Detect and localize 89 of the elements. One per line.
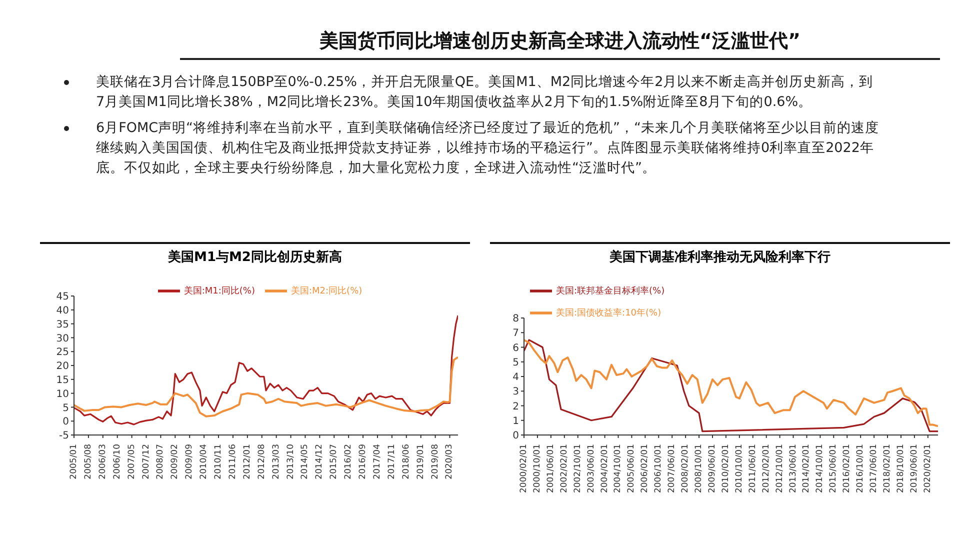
x-tick-label: 2016/02/01	[842, 444, 852, 493]
x-tick-label: 2017/04	[372, 444, 382, 480]
x-tick-label: 2015/07	[329, 444, 340, 480]
x-tick-label: 2003/06/01	[586, 444, 596, 493]
x-tick-label: 2008/10/01	[694, 444, 704, 493]
x-tick-label: 2012/08	[256, 444, 267, 480]
chart-title: 美国下调基准利率推动无风险利率下行	[608, 248, 832, 266]
x-tick-label: 2019/06/01	[909, 444, 920, 493]
x-tick-label: 2014/02/01	[802, 444, 812, 493]
x-tick-label: 2010/04	[199, 444, 210, 480]
x-tick-label: 2008/02/01	[680, 444, 691, 493]
x-tick-label: 2018/10/01	[896, 444, 906, 493]
x-tick-label: 2000/02/01	[519, 444, 529, 493]
x-tick-label: 2016/09	[358, 444, 368, 480]
x-tick-label: 2012/01	[242, 444, 252, 480]
x-tick-label: 2015/06/01	[828, 444, 839, 493]
legend-label: 美国:M2:同比(%)	[291, 286, 362, 296]
x-tick-label: 2020/03	[444, 444, 455, 480]
x-tick-label: 2006/02/01	[640, 444, 650, 493]
y-tick-label: 2	[512, 401, 519, 412]
y-tick-label: 6	[512, 342, 519, 354]
x-tick-label: 2006/10	[112, 444, 122, 480]
x-tick-label: 2013/06/01	[788, 444, 798, 493]
line-series	[74, 356, 458, 418]
x-tick-label: 2014/10/01	[815, 444, 826, 493]
x-tick-label: 2013/10	[286, 444, 296, 480]
x-tick-label: 2014/12	[314, 444, 325, 480]
x-tick-label: 2013/03	[271, 444, 282, 480]
y-tick-label: 5	[512, 357, 519, 368]
x-tick-label: 2007/06/01	[667, 444, 678, 493]
y-tick-label: 45	[56, 292, 69, 303]
x-tick-label: 2007/05	[126, 444, 137, 480]
x-tick-label: 2019/08	[430, 444, 440, 480]
y-tick-label: 0	[512, 430, 519, 442]
x-tick-label: 2001/06/01	[546, 444, 556, 493]
x-tick-label: 2020/02/01	[922, 444, 933, 493]
x-tick-label: 2005/06/01	[626, 444, 637, 493]
x-tick-label: 2011/06/01	[748, 444, 758, 493]
y-tick-label: 1	[512, 416, 519, 427]
x-tick-label: 2018/02/01	[882, 444, 893, 493]
x-tick-label: 2002/02/01	[559, 444, 570, 493]
y-tick-label: 8	[512, 314, 519, 325]
x-tick-label: 2010/11	[214, 444, 224, 480]
x-tick-label: 2006/03	[98, 444, 108, 480]
x-tick-label: 2002/10/01	[572, 444, 583, 493]
x-tick-label: 2009/02	[170, 444, 180, 480]
y-tick-label: 3	[512, 386, 519, 398]
x-tick-label: 2016/02	[344, 444, 354, 480]
x-tick-label: 2017/06/01	[869, 444, 880, 493]
y-tick-label: 10	[56, 388, 69, 400]
text: 美国货币同比增速创历史新高全球进入流动性“泛滥世代”	[318, 29, 802, 54]
legend-label: 美国:国债收益率:10年(%)	[556, 308, 662, 318]
x-tick-label: 2005/08	[83, 444, 94, 480]
y-tick-label: 0	[62, 416, 69, 428]
x-tick-label: 2018/06	[401, 444, 412, 480]
x-tick-label: 2005/01	[69, 444, 79, 480]
x-tick-label: 2006/10/01	[654, 444, 664, 493]
text: 6月FOMC声明“将维持利率在当前水平，直到美联储确信经济已经度过了最近的危机”，“未来几个月美联储将至少以目前的速度继续购入美国国债、机构住宅及商业抵押贷款支持证券，以维持市场的平稳运行”。点阵图显示美联储将维持0利率直至2022年底。不仅如此，全球主要央行纷纷降息，加大量化宽松力度，全球进入流动性“泛滥时代”。	[96, 119, 880, 178]
legend-label: 美国:联邦基金目标利率(%)	[556, 286, 665, 296]
x-tick-label: 2017/11	[386, 444, 397, 480]
x-tick-label: 2010/10/01	[734, 444, 744, 493]
x-tick-label: 2011/06	[228, 444, 238, 480]
chart-title: 美国M1与M2同比创历史新高	[167, 248, 343, 266]
text: 美联储在3月合计降息150BP至0%-0.25%，并开启无限量QE。美国M1、M2同比增速今年2月以来不断走高并创历史新高，到7月美国M1同比增长38%，M2同比增长23%。美国10年期国债收益率从2月下旬的1.5%附近降至8月下旬的0.6%。	[96, 73, 874, 112]
y-tick-label: 7	[512, 328, 519, 340]
y-tick-label: 40	[56, 305, 69, 316]
y-tick-label: 30	[56, 333, 69, 344]
x-tick-label: 2007/12	[141, 444, 152, 480]
y-tick-label: 5	[62, 402, 69, 414]
x-tick-label: 2000/10/01	[532, 444, 542, 493]
x-tick-label: 2008/07	[156, 444, 166, 480]
y-tick-label: 20	[56, 361, 69, 372]
x-tick-label: 2009/09	[184, 444, 195, 480]
x-tick-label: 2019/01	[416, 444, 426, 480]
x-tick-label: 2016/10/01	[856, 444, 866, 493]
y-tick-label: 25	[56, 347, 69, 358]
line-series	[74, 314, 458, 426]
y-tick-label: -5	[59, 430, 69, 442]
x-tick-label: 2004/02/01	[600, 444, 610, 493]
y-tick-label: 15	[56, 374, 69, 386]
y-tick-label: 35	[56, 319, 69, 330]
x-tick-label: 2004/10/01	[613, 444, 624, 493]
x-tick-label: 2012/02/01	[761, 444, 772, 493]
x-tick-label: 2014/05	[300, 444, 310, 480]
x-tick-label: 2010/02/01	[720, 444, 731, 493]
x-tick-label: 2009/06/01	[707, 444, 718, 493]
y-tick-label: 4	[512, 372, 519, 384]
x-tick-label: 2012/10/01	[774, 444, 785, 493]
legend-label: 美国:M1:同比(%)	[184, 286, 255, 296]
